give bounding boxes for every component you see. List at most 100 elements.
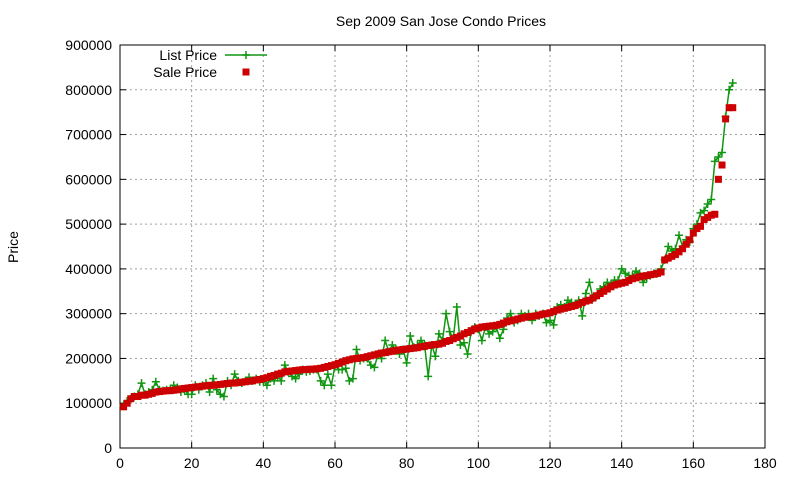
data-point — [675, 248, 683, 256]
data-point — [198, 382, 206, 390]
data-point — [600, 287, 608, 295]
data-point — [406, 332, 415, 341]
data-point — [327, 381, 336, 390]
y-tick-label: 200000 — [65, 350, 112, 366]
data-point — [370, 351, 378, 359]
data-point — [431, 341, 439, 349]
data-point — [682, 240, 690, 248]
data-point — [353, 354, 360, 362]
data-point — [274, 370, 282, 378]
y-tick-label: 100000 — [65, 395, 112, 411]
data-point — [725, 85, 734, 94]
data-point — [245, 377, 253, 385]
data-point — [252, 376, 260, 384]
data-point — [224, 380, 231, 388]
data-point — [532, 312, 540, 320]
data-point — [535, 311, 543, 319]
legend-label: List Price — [159, 47, 217, 63]
data-point — [679, 245, 687, 253]
data-point — [625, 277, 633, 285]
data-point — [539, 310, 547, 318]
data-point — [249, 377, 257, 385]
data-point — [385, 348, 393, 356]
data-point — [381, 349, 389, 357]
data-point — [216, 380, 224, 388]
data-point — [388, 341, 397, 350]
data-point — [205, 388, 214, 397]
data-point — [664, 242, 673, 251]
data-point — [406, 345, 414, 353]
y-tick-label: 600000 — [65, 171, 112, 187]
data-point — [689, 229, 697, 237]
data-point — [310, 365, 317, 373]
data-point — [463, 349, 472, 358]
data-point — [718, 161, 726, 169]
data-point — [313, 365, 321, 373]
data-point — [206, 381, 214, 389]
data-point — [542, 310, 550, 318]
data-point — [302, 366, 310, 374]
data-point — [521, 313, 529, 321]
data-point — [281, 368, 289, 376]
data-point — [446, 337, 454, 345]
data-point — [381, 336, 390, 345]
data-point — [137, 379, 146, 388]
data-point — [284, 367, 292, 375]
data-point — [553, 306, 561, 314]
data-point — [320, 381, 329, 390]
data-point — [130, 393, 138, 401]
data-point — [482, 323, 489, 331]
data-point — [338, 358, 346, 366]
data-point — [499, 325, 508, 334]
series — [119, 79, 737, 411]
data-point — [342, 357, 350, 365]
data-point — [363, 353, 371, 361]
data-point — [650, 270, 658, 278]
data-point — [636, 273, 644, 281]
data-point — [435, 340, 443, 348]
data-point — [707, 211, 715, 219]
data-point — [431, 352, 440, 361]
data-point — [445, 327, 454, 336]
data-point — [434, 329, 443, 338]
data-point — [213, 381, 221, 389]
data-point — [495, 334, 504, 343]
x-tick-label: 60 — [327, 455, 343, 471]
data-point — [291, 374, 300, 383]
data-point — [173, 386, 181, 394]
data-point — [506, 309, 515, 318]
data-point — [424, 372, 433, 381]
data-point — [188, 384, 196, 392]
axes — [119, 44, 766, 449]
data-point — [575, 300, 583, 308]
data-point — [262, 381, 271, 390]
data-point — [231, 379, 239, 387]
data-point — [338, 365, 347, 374]
data-point — [710, 157, 719, 166]
data-point — [349, 355, 357, 363]
data-point — [568, 303, 575, 311]
data-point — [449, 335, 457, 343]
data-point — [549, 320, 558, 329]
x-tick-label: 40 — [256, 455, 272, 471]
data-point — [148, 389, 156, 397]
data-point — [442, 337, 450, 345]
data-point — [492, 321, 500, 329]
data-point — [155, 388, 163, 396]
data-point — [578, 311, 587, 320]
data-point — [697, 222, 704, 230]
data-point — [360, 354, 368, 362]
data-point — [166, 387, 174, 395]
data-point — [152, 388, 160, 396]
y-tick-label: 900000 — [65, 37, 112, 53]
data-point — [413, 344, 421, 352]
y-tick-label: 0 — [104, 440, 112, 456]
data-point — [700, 206, 709, 215]
y-tick-label: 400000 — [65, 261, 112, 277]
data-point — [280, 361, 289, 370]
legend-item: List Price — [159, 47, 267, 63]
y-axis-label: Price — [5, 231, 21, 263]
data-point — [510, 316, 518, 324]
data-point — [288, 367, 296, 375]
